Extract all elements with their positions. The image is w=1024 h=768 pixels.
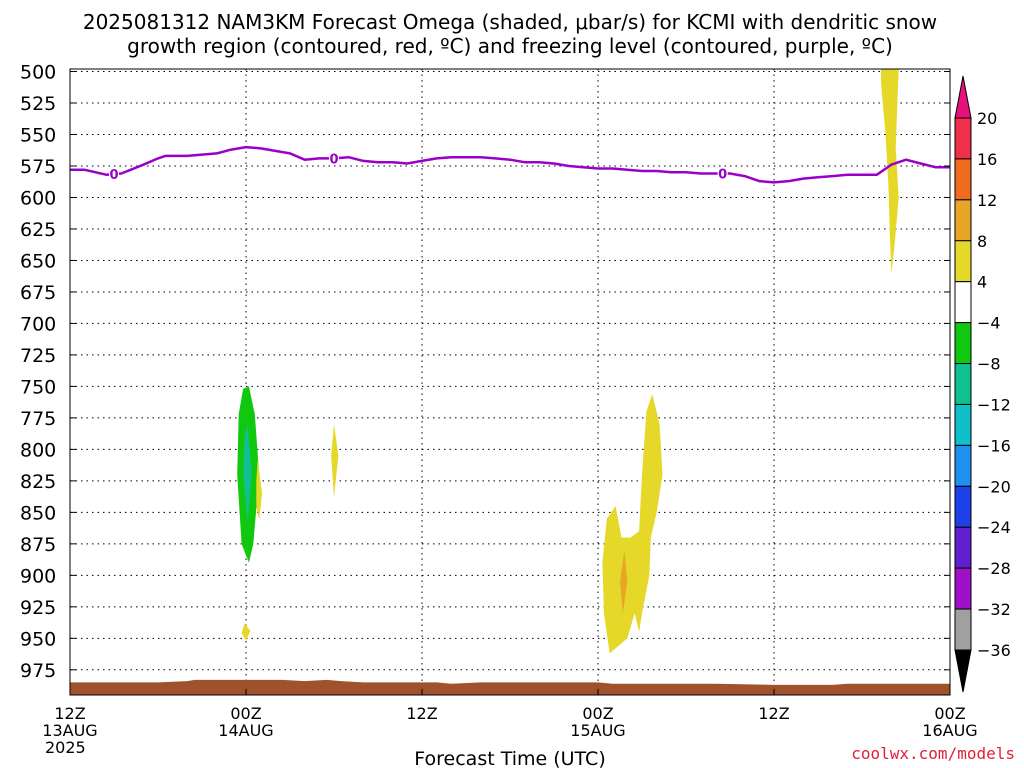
chart-title-line-2: growth region (contoured, red, ºC) and f… bbox=[127, 34, 893, 58]
x-tick-label-60-0: 00Z bbox=[934, 704, 965, 723]
y-tick-label-825: 825 bbox=[20, 471, 56, 493]
x-tick-label-0-1: 13AUG bbox=[42, 721, 97, 740]
colorbar-label-2: 12 bbox=[977, 191, 997, 210]
y-tick-label-975: 975 bbox=[20, 660, 56, 682]
omega-region-3 bbox=[256, 459, 263, 520]
x-tick-label-60-1: 16AUG bbox=[922, 721, 977, 740]
freezing-contour-label-2: 0 bbox=[718, 168, 727, 183]
colorbar-label-5: −4 bbox=[977, 314, 1001, 333]
omega-region-7 bbox=[620, 550, 628, 614]
colorbar-top-arrow bbox=[954, 75, 972, 119]
colorbar-segment-11 bbox=[954, 567, 972, 610]
omega-region-5 bbox=[331, 424, 339, 498]
colorbar-label-1: 16 bbox=[977, 150, 997, 169]
omega-region-0 bbox=[881, 69, 899, 273]
y-tick-label-575: 575 bbox=[20, 156, 56, 178]
freezing-label-bg-0 bbox=[109, 167, 119, 182]
colorbar-segment-9 bbox=[954, 485, 972, 528]
colorbar-label-8: −16 bbox=[977, 436, 1011, 455]
colorbar-segment-6 bbox=[954, 363, 972, 405]
colorbar: 20 16 12 8 4 −4 −8 −12 −16 −20 −24 −28 −32 −36 bbox=[954, 75, 1011, 693]
y-tick-label-950: 950 bbox=[20, 628, 56, 650]
chart-title-line-1: 2025081312 NAM3KM Forecast Omega (shaded… bbox=[83, 10, 937, 34]
terrain-layer bbox=[70, 679, 950, 695]
y-tick-label-650: 650 bbox=[20, 250, 56, 272]
x-tick-label-48-0: 12Z bbox=[758, 704, 789, 723]
x-tick-label-36-1: 15AUG bbox=[570, 721, 625, 740]
y-tick-label-600: 600 bbox=[20, 187, 56, 209]
y-tick-label-750: 750 bbox=[20, 376, 56, 398]
x-tick-label-0-2: 2025 bbox=[45, 738, 86, 757]
colorbar-segment-2 bbox=[954, 199, 972, 242]
freezing-level-line bbox=[70, 145, 950, 184]
x-tick-label-24-0: 12Z bbox=[406, 704, 437, 723]
colorbar-segment-7 bbox=[954, 403, 972, 446]
freezing-contour-label-1: 0 bbox=[329, 152, 338, 167]
x-axis-label: Forecast Time (UTC) bbox=[414, 748, 605, 768]
y-tick-label-850: 850 bbox=[20, 502, 56, 524]
x-tick-label-36-0: 00Z bbox=[582, 704, 613, 723]
colorbar-label-3: 8 bbox=[977, 232, 987, 251]
plot-area: 0 0 0 bbox=[69, 68, 951, 696]
y-tick-label-925: 925 bbox=[20, 597, 56, 619]
y-tick-label-525: 525 bbox=[20, 93, 56, 115]
x-tick-label-12-1: 14AUG bbox=[218, 721, 273, 740]
y-tick-label-775: 775 bbox=[20, 408, 56, 430]
colorbar-bottom-arrow bbox=[954, 649, 972, 693]
colorbar-segment-4 bbox=[954, 281, 972, 324]
plot-background bbox=[70, 69, 950, 695]
colorbar-label-0: 20 bbox=[977, 109, 997, 128]
omega-region-6 bbox=[602, 394, 663, 654]
omega-region-4 bbox=[241, 623, 251, 641]
y-tick-label-725: 725 bbox=[20, 345, 56, 367]
terrain-fill bbox=[70, 679, 950, 695]
colorbar-segment-5 bbox=[954, 322, 972, 365]
credit-text: coolwx.com/models bbox=[851, 744, 1015, 763]
freezing-label-bg-2 bbox=[717, 166, 728, 181]
x-tick-label-0-0: 12Z bbox=[54, 704, 85, 723]
plot-frame bbox=[69, 68, 951, 696]
colorbar-segment-8 bbox=[954, 444, 972, 487]
y-tick-label-625: 625 bbox=[20, 219, 56, 241]
y-tick-label-900: 900 bbox=[20, 565, 56, 587]
omega-shading bbox=[237, 69, 899, 654]
colorbar-segment-10 bbox=[954, 526, 972, 569]
colorbar-segment-0 bbox=[954, 117, 972, 160]
freezing-level-layer: 0 0 0 bbox=[70, 145, 950, 184]
x-tick-label-12-0: 00Z bbox=[230, 704, 261, 723]
y-tick-label-550: 550 bbox=[20, 124, 56, 146]
y-tick-label-875: 875 bbox=[20, 534, 56, 556]
y-axis-ticks: 500 525 550 575 600 625 650 675 700 725 750 775 800 8… bbox=[20, 62, 950, 682]
colorbar-label-13: −36 bbox=[977, 641, 1011, 660]
colorbar-label-6: −8 bbox=[977, 355, 1001, 374]
colorbar-segment-12 bbox=[954, 608, 972, 651]
colorbar-label-10: −24 bbox=[977, 518, 1011, 537]
colorbar-label-11: −28 bbox=[977, 559, 1011, 578]
grid-lines bbox=[69, 69, 951, 695]
y-tick-label-800: 800 bbox=[20, 439, 56, 461]
colorbar-label-9: −20 bbox=[977, 477, 1011, 496]
y-tick-label-500: 500 bbox=[20, 62, 56, 84]
freezing-contour-label-0: 0 bbox=[109, 168, 118, 183]
colorbar-label-4: 4 bbox=[977, 273, 987, 292]
omega-region-2 bbox=[243, 424, 252, 523]
y-tick-label-700: 700 bbox=[20, 313, 56, 335]
colorbar-label-12: −32 bbox=[977, 600, 1011, 619]
freezing-label-bg-1 bbox=[329, 151, 339, 166]
colorbar-segment-1 bbox=[954, 158, 972, 201]
colorbar-segment-3 bbox=[954, 240, 972, 283]
colorbar-label-7: −12 bbox=[977, 395, 1011, 414]
y-tick-label-675: 675 bbox=[20, 282, 56, 304]
